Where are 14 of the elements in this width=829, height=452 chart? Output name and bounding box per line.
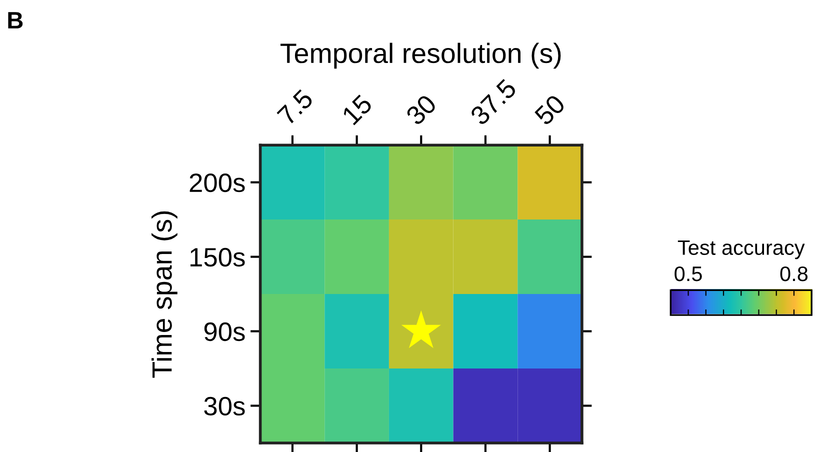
y-tick-label: 200s [190, 173, 245, 192]
color-bar-label: 0.8 [780, 266, 808, 282]
color-bar-title: Test accuracy [678, 240, 805, 260]
y-tick-label: 150s [190, 248, 245, 267]
color-bar-label: 0.5 [674, 266, 702, 282]
y-tick-label: 30s [204, 396, 245, 416]
text: B [8, 12, 23, 28]
y-tick-label: 90s [204, 322, 245, 342]
x-tick-label: 50 [534, 94, 566, 126]
x-tick-label: 15 [342, 94, 374, 126]
x-tick-label: 7.5 [276, 88, 314, 126]
y-axis-title: Time span (s) [152, 211, 178, 378]
x-axis-title: Temporal resolution (s) [280, 42, 561, 69]
x-tick-label: 30 [404, 94, 438, 126]
